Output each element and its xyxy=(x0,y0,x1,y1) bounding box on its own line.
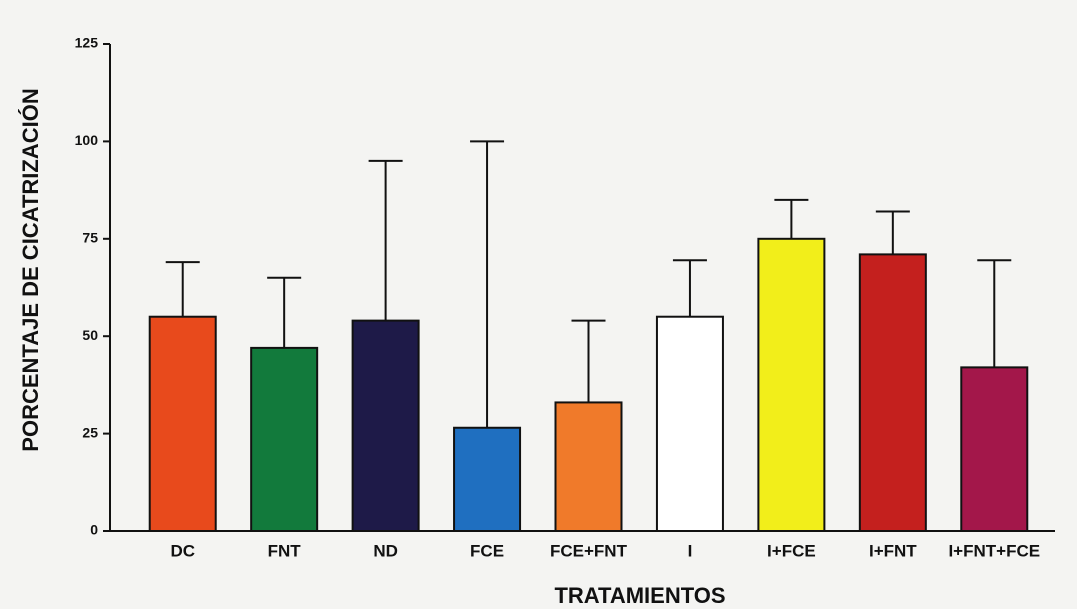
y-tick-label: 75 xyxy=(82,230,98,246)
bar xyxy=(858,253,927,532)
x-tick-label: FCE xyxy=(470,541,504,560)
bar xyxy=(655,315,724,532)
bar xyxy=(757,237,826,533)
y-tick-label: 100 xyxy=(75,132,99,148)
bar xyxy=(148,315,217,532)
x-tick-label: I+FNT+FCE xyxy=(948,541,1040,560)
x-tick-label: ND xyxy=(373,541,398,560)
x-tick-label: FNT xyxy=(268,541,302,560)
x-tick-label: I+FNT xyxy=(869,541,917,560)
x-tick-label: DC xyxy=(170,541,195,560)
bar xyxy=(960,366,1029,533)
x-tick-label: I+FCE xyxy=(767,541,816,560)
bar xyxy=(554,401,623,532)
y-axis-title: PORCENTAJE DE CICATRIZACIÓN xyxy=(18,88,43,451)
bar xyxy=(351,319,420,532)
y-tick-label: 50 xyxy=(82,327,98,343)
x-tick-label: I xyxy=(688,541,693,560)
x-axis-title: TRATAMIENTOS xyxy=(554,583,725,608)
bar xyxy=(453,426,522,533)
y-tick-label: 125 xyxy=(75,35,99,51)
y-tick-label: 25 xyxy=(82,424,98,440)
y-tick-label: 0 xyxy=(90,522,98,538)
x-tick-label: FCE+FNT xyxy=(550,541,628,560)
bar xyxy=(250,346,319,532)
